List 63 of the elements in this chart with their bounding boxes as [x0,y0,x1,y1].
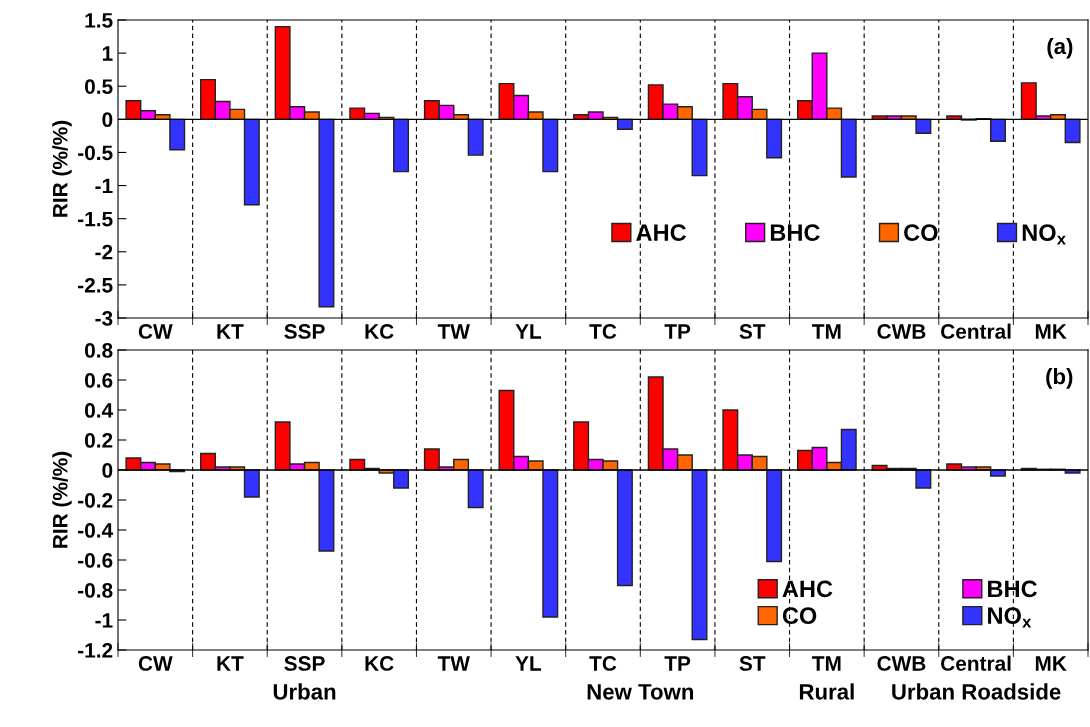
x-tick-label: CW [138,324,173,339]
x-tick-label: KC [365,656,394,671]
x-tick-label: TC [589,324,617,339]
y-tick-label: -1 [95,613,113,628]
legend-label: AHC [782,580,833,598]
y-axis-title: RIR (%/%) [52,120,72,217]
y-tick-label: -1 [95,178,113,194]
x-tick-label: TP [664,656,691,671]
x-tick-label: MK [1035,324,1067,339]
x-tick-label: Central [941,655,1011,671]
text: New Town [587,684,694,700]
x-tick-label: KT [217,656,244,671]
x-tick-label: YL [515,656,542,671]
x-tick-label: SSP [284,324,325,339]
y-tick-label: 1 [102,46,113,61]
y-tick-label: 0.6 [85,373,113,388]
legend-label: NO$_{x}$ [1022,224,1066,245]
x-tick-label: TM [812,324,841,339]
x-tick-label: CWB [877,656,926,671]
x-tick-label: TP [664,324,691,339]
x-tick-label: ST [739,324,766,339]
annotation: (b) [1046,368,1073,389]
legend-label: BHC [988,580,1037,598]
y-tick-label: -1.5 [78,211,113,227]
y-tick-label: 0 [102,463,113,478]
y-tick-label: 0.4 [85,403,114,418]
y-tick-label: -2 [95,244,113,260]
y-tick-label: -0.2 [78,493,113,508]
x-tick-label: TW [437,656,470,671]
y-tick-label: -0.8 [78,583,113,598]
y-tick-label: 0.5 [85,79,113,94]
text: Urban Roadside [892,683,1061,700]
x-tick-label: TW [437,324,470,339]
y-axis-title: RIR (%/%) [52,451,72,548]
legend-label: CO [904,224,938,241]
y-tick-label: -0.4 [78,523,114,538]
legend-label: BHC [770,224,820,241]
x-tick-label: MK [1035,656,1067,671]
y-tick-label: -0.5 [78,145,113,161]
x-tick-label: Central [941,323,1011,339]
y-tick-label: 0 [102,112,113,128]
x-tick-label: KT [217,324,244,339]
text: Rural [799,683,854,700]
x-tick-label: ST [739,656,766,671]
annotation: (a) [1047,37,1073,59]
x-tick-label: CW [138,656,173,671]
y-tick-label: 0.2 [85,433,113,448]
x-tick-label: KC [365,324,394,339]
legend-label: NO$_{x}$ [988,607,1032,628]
x-tick-label: TC [589,656,617,671]
legend-label: CO [782,607,817,625]
y-tick-label: -0.6 [78,553,113,568]
y-tick-label: -1.2 [78,643,113,658]
legend-label: AHC [636,224,687,241]
x-tick-label: TM [812,656,841,671]
y-tick-label: 0.8 [85,343,113,358]
y-tick-label: 1.5 [85,13,113,28]
x-tick-label: SSP [284,656,325,671]
y-tick-label: -2.5 [78,277,113,293]
x-tick-label: YL [515,324,542,339]
y-tick-label: -3 [95,311,113,326]
x-tick-label: CWB [877,324,926,339]
text: Urban [273,683,336,700]
